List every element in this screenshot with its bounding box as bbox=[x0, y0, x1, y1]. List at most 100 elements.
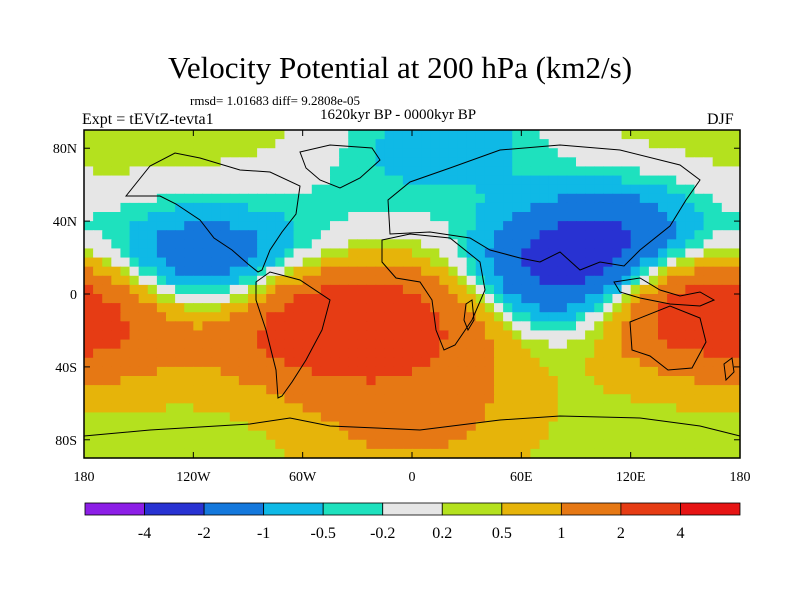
field-cell bbox=[721, 303, 732, 313]
field-cell bbox=[658, 166, 668, 177]
colorbar-label: -0.2 bbox=[370, 525, 395, 542]
field-cell bbox=[548, 348, 559, 359]
field-cell bbox=[494, 339, 504, 350]
field-cell bbox=[448, 339, 459, 350]
field-cell bbox=[293, 394, 304, 404]
field-cell bbox=[539, 330, 550, 341]
field-cell bbox=[557, 348, 568, 359]
field-cell bbox=[257, 294, 267, 304]
field-cell bbox=[685, 339, 696, 350]
field-cell bbox=[639, 230, 650, 240]
field-cell bbox=[229, 430, 240, 441]
colorbar: -4 -2 -1 -0.5 -0.2 0.2 0.5 1 2 4 bbox=[84, 502, 741, 542]
field-cell bbox=[712, 257, 723, 268]
field-cell bbox=[421, 439, 431, 450]
field-cell bbox=[439, 184, 450, 195]
field-cell bbox=[466, 339, 477, 350]
field-cell bbox=[284, 366, 295, 377]
field-cell bbox=[667, 412, 677, 423]
field-cell bbox=[676, 212, 686, 222]
field-cell bbox=[284, 148, 295, 158]
field-cell bbox=[257, 394, 267, 404]
field-cell bbox=[138, 139, 149, 149]
field-cell bbox=[156, 257, 167, 268]
field-cell bbox=[612, 366, 623, 377]
field-cell bbox=[393, 275, 404, 286]
field-cell bbox=[120, 330, 131, 341]
field-cell bbox=[730, 275, 741, 286]
field-cell bbox=[248, 130, 258, 140]
field-cell bbox=[93, 403, 103, 414]
field-cell bbox=[147, 212, 158, 222]
field-cell bbox=[330, 275, 340, 286]
field-cell bbox=[412, 130, 422, 140]
field-cell bbox=[685, 303, 696, 313]
field-cell bbox=[248, 312, 258, 322]
field-cell bbox=[248, 430, 258, 441]
field-cell bbox=[166, 294, 176, 304]
field-cell bbox=[375, 403, 386, 414]
field-cell bbox=[603, 184, 614, 195]
field-cell bbox=[129, 412, 140, 423]
field-cell bbox=[658, 357, 668, 368]
field-cell bbox=[539, 130, 550, 140]
field-cell bbox=[594, 284, 604, 295]
field-cell bbox=[293, 303, 304, 313]
field-cell bbox=[557, 448, 568, 459]
field-cell bbox=[147, 221, 158, 231]
field-cell bbox=[175, 266, 185, 277]
field-cell bbox=[120, 412, 131, 423]
field-cell bbox=[184, 403, 194, 414]
field-cell bbox=[557, 284, 568, 295]
field-cell bbox=[730, 248, 741, 259]
field-cell bbox=[156, 212, 167, 222]
field-cell bbox=[621, 175, 632, 186]
field-cell bbox=[503, 193, 513, 204]
field-cell bbox=[184, 394, 194, 404]
field-cell bbox=[594, 357, 604, 368]
field-cell bbox=[320, 448, 331, 459]
field-cell bbox=[339, 412, 349, 423]
field-cell bbox=[694, 157, 705, 168]
field-cell bbox=[630, 376, 641, 386]
field-cell bbox=[503, 239, 513, 250]
field-cell bbox=[257, 403, 267, 414]
field-cell bbox=[457, 175, 468, 186]
field-cell bbox=[339, 339, 349, 350]
field-cell bbox=[84, 448, 94, 459]
field-cell bbox=[412, 294, 422, 304]
field-cell bbox=[421, 412, 431, 423]
field-cell bbox=[129, 385, 140, 395]
field-cell bbox=[721, 412, 732, 423]
field-cell bbox=[566, 448, 577, 459]
field-cell bbox=[412, 175, 422, 186]
field-cell bbox=[566, 148, 577, 158]
field-cell bbox=[156, 230, 167, 240]
field-cell bbox=[530, 184, 541, 195]
field-cell bbox=[648, 184, 659, 195]
field-cell bbox=[430, 184, 440, 195]
field-cell bbox=[466, 330, 477, 341]
field-cell bbox=[448, 239, 459, 250]
field-cell bbox=[93, 439, 103, 450]
field-cell bbox=[120, 130, 131, 140]
field-cell bbox=[238, 212, 249, 222]
field-cell bbox=[475, 221, 486, 231]
field-cell bbox=[576, 421, 586, 432]
field-cell bbox=[548, 412, 559, 423]
field-cell bbox=[348, 366, 358, 377]
field-cell bbox=[521, 221, 532, 231]
field-cell bbox=[339, 212, 349, 222]
field-cell bbox=[393, 321, 404, 332]
field-cell bbox=[357, 184, 368, 195]
field-cell bbox=[484, 175, 495, 186]
field-cell bbox=[311, 412, 322, 423]
field-cell bbox=[138, 284, 149, 295]
field-cell bbox=[320, 212, 331, 222]
field-cell bbox=[184, 339, 194, 350]
field-cell bbox=[311, 166, 322, 177]
field-cell bbox=[594, 348, 604, 359]
field-cell bbox=[120, 439, 131, 450]
field-cell bbox=[120, 257, 131, 268]
field-cell bbox=[156, 139, 167, 149]
